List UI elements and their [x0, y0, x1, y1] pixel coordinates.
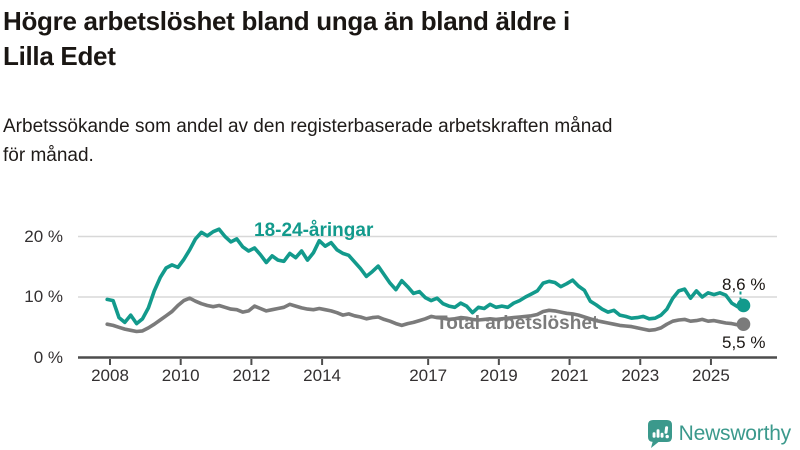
title-line-2: Lilla Edet [3, 41, 116, 71]
x-axis-tick-label: 2021 [550, 366, 589, 385]
newsworthy-chart-bubble-icon [647, 420, 672, 448]
x-axis-tick-label: 2014 [303, 366, 341, 385]
end-value-label-young: 8,6 % [722, 275, 766, 294]
y-axis-tick-label: 0 % [33, 347, 63, 367]
chart-subtitle: Arbetssökande som andel av den registerb… [3, 112, 793, 170]
y-axis-tick-label: 10 % [24, 287, 63, 306]
subtitle-line-1: Arbetssökande som andel av den registerb… [3, 116, 613, 137]
series-label-young: 18-24-åringar [254, 220, 374, 241]
end-value-label-total: 5,5 % [722, 333, 766, 352]
title-line-1: Högre arbetslöshet bland unga än bland ä… [3, 6, 570, 36]
end-dot-total [736, 317, 751, 332]
series-label-total: Total arbetslöshet [436, 313, 599, 334]
y-axis-tick-label: 20 % [24, 226, 63, 246]
page-title: Högre arbetslöshet bland unga än bland ä… [3, 4, 793, 74]
subtitle-line-2: för månad. [3, 145, 94, 166]
end-dot-young [736, 298, 751, 313]
newsworthy-logo: Newsworthy [647, 420, 792, 448]
x-axis-tick-label: 2019 [479, 366, 518, 385]
newsworthy-wordmark: Newsworthy [678, 422, 792, 445]
x-axis-tick-label: 2025 [692, 366, 730, 385]
x-axis-tick-label: 2008 [91, 366, 129, 385]
x-axis-tick-label: 2010 [161, 366, 200, 385]
line-young [105, 227, 746, 326]
line-total [105, 296, 746, 334]
x-axis-tick-label: 2017 [409, 366, 448, 385]
x-axis-tick-label: 2023 [621, 366, 660, 385]
x-axis-tick-label: 2012 [232, 366, 271, 385]
